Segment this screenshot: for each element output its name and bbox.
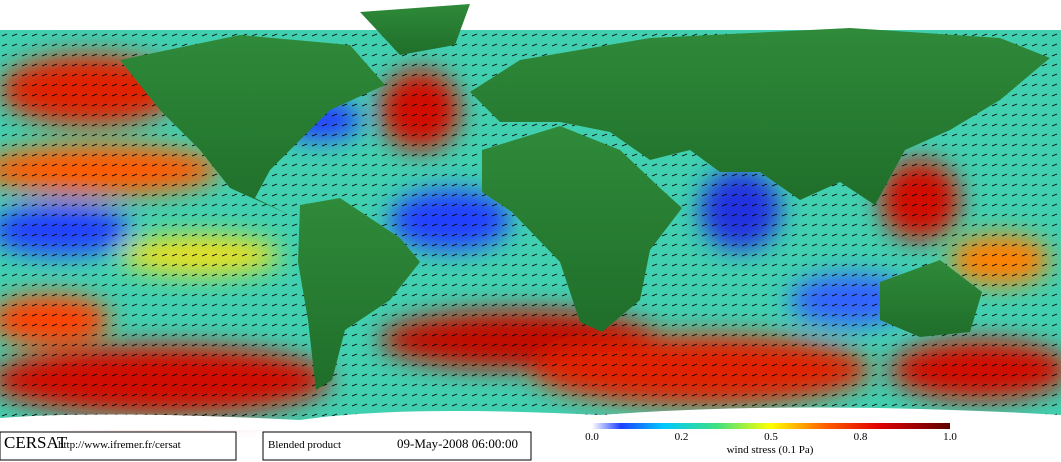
land [0,4,1061,430]
colorbar-ticks: 0.0 0.2 0.5 0.8 1.0 [585,431,957,443]
url: http://www.ifremer.fr/cersat [58,439,181,451]
footer: CERSAT http://www.ifremer.fr/cersat Blen… [0,423,957,461]
colorbar-tick-label: 0.0 [585,431,599,443]
timestamp: 09-May-2008 06:00:00 [397,436,518,451]
product: Blended product [268,439,341,451]
product-box [262,431,532,461]
colorbar-tick-label: 0.8 [854,431,868,443]
colorbar-tick-label: 0.5 [764,431,778,443]
colorbar-label: wind stress (0.1 Pa) [727,444,814,456]
colorbar-tick-label: 1.0 [943,431,957,443]
credit-box [0,431,237,461]
logo: CERSAT [4,433,68,452]
colorbar-tick-label: 0.2 [675,431,689,443]
colorbar [592,423,950,429]
